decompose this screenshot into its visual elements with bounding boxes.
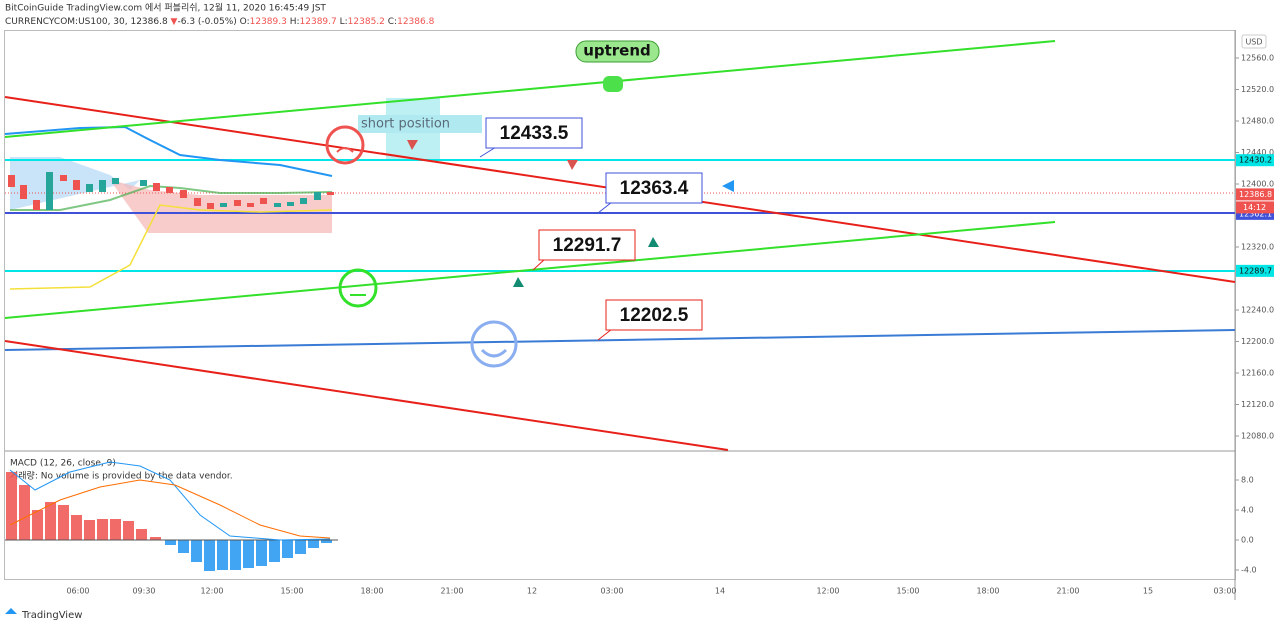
- indicator-line: [4, 125, 333, 177]
- macd-tick-label: -4.0: [1241, 566, 1257, 575]
- time-label: 12: [527, 587, 537, 596]
- icons: [325, 76, 734, 368]
- price-tick-label: 12520.0: [1241, 85, 1274, 94]
- time-label: 09:30: [132, 587, 155, 596]
- price-tag: [1236, 154, 1274, 167]
- macd-tick-label: 4.0: [1241, 506, 1254, 515]
- candles: [8, 172, 334, 210]
- time-label: 21:00: [440, 587, 463, 596]
- macd-title: MACD (12, 26, close, 9): [10, 459, 116, 469]
- price-tick-label: 12240.0: [1241, 306, 1274, 315]
- countdown: 14:12: [1243, 203, 1266, 212]
- logo: [5, 608, 17, 614]
- price-tag-label: 12386.8: [1239, 190, 1272, 199]
- time-label: 21:00: [1056, 587, 1079, 596]
- level-label: 12363.4: [620, 178, 689, 199]
- currency: USD: [1245, 38, 1262, 47]
- macd-pane: MACD (12, 26, close, 9) 거래량: No volume i…: [5, 459, 338, 571]
- footer: TradingView: [21, 610, 82, 621]
- callout: [575, 40, 660, 63]
- price-tick-label: 12080.0: [1241, 432, 1274, 441]
- zone-label: short position: [361, 117, 450, 132]
- price-axis: USD 12560.012520.012480.012440.012400.01…: [1235, 34, 1274, 575]
- price-tag-label: 12362.1: [1239, 209, 1272, 218]
- zone: [358, 115, 482, 133]
- level-label: 12433.5: [500, 123, 569, 144]
- level-callouts: 12433.5 12363.4 12291.7 12202.5: [479, 117, 703, 341]
- macd-note: 거래량: No volume is provided by the data v…: [10, 470, 233, 482]
- callout-text: uptrend: [583, 42, 651, 60]
- price-tick-label: 12120.0: [1241, 400, 1274, 409]
- time-label: 12:00: [200, 587, 223, 596]
- time-label: 14: [715, 587, 725, 596]
- main-pane: uptrend short position 12433.5 12363.4 1…: [4, 40, 1236, 451]
- time-label: 18:00: [360, 587, 383, 596]
- time-label: 15:00: [280, 587, 303, 596]
- price-tick-label: 12200.0: [1241, 337, 1274, 346]
- header-symbol: CURRENCYCOM:US100, 30, 12386.8 ▼-6.3 (-0…: [5, 17, 435, 27]
- trend-line: [4, 221, 1056, 319]
- level-label: 12291.7: [553, 235, 622, 256]
- indicator-line: [10, 184, 333, 211]
- trend-line: [4, 329, 1236, 351]
- time-label: 12:00: [816, 587, 839, 596]
- trend-line: [4, 40, 1056, 138]
- time-label: 03:00: [1213, 587, 1236, 596]
- time-axis: 06:00 09:30 12:00 15:00 18:00 21:00 12 03:00 14 1…: [66, 587, 1236, 596]
- price-tick-label: 12160.0: [1241, 369, 1274, 378]
- price-tick-label: 12320.0: [1241, 243, 1274, 252]
- indicator-line: [9, 204, 333, 290]
- time-label: 15: [1143, 587, 1153, 596]
- time-label: 06:00: [66, 587, 89, 596]
- header-line: BitCoinGuide TradingView.com 에서 퍼블리쉬, 12…: [5, 2, 326, 14]
- time-label: 18:00: [976, 587, 999, 596]
- price-tick-label: 12440.0: [1241, 148, 1274, 157]
- time-label: 03:00: [600, 587, 623, 596]
- price-tag: [1236, 188, 1274, 201]
- price-tick-label: 12560.0: [1241, 54, 1274, 63]
- price-tag: [1236, 264, 1274, 277]
- macd-tick-label: 0.0: [1241, 536, 1254, 545]
- time-label: 15:00: [896, 587, 919, 596]
- trend-line: [4, 340, 729, 451]
- price-tag-label: 12289.7: [1239, 266, 1272, 275]
- countdown-tag: [1236, 201, 1274, 214]
- price-tick-label: 12400.0: [1241, 180, 1274, 189]
- price-tick-label: 12480.0: [1241, 117, 1274, 126]
- macd-tick-label: 8.0: [1241, 476, 1254, 485]
- price-tag-label: 12430.2: [1239, 156, 1272, 165]
- level-label: 12202.5: [620, 305, 689, 326]
